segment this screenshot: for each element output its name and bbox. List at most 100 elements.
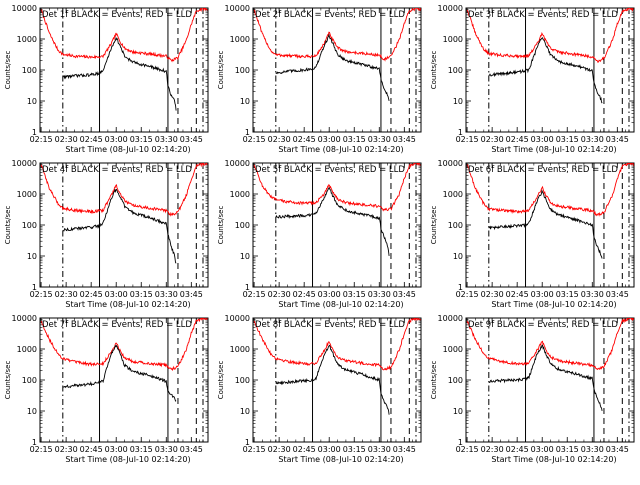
plot-frame [465,7,635,133]
panel-title: Det 6f BLACK = Events, RED = LLD [468,165,618,175]
y-tick-label: 100 [448,66,463,75]
x-tick-label: 03:45 [180,135,203,144]
x-tick-label: 03:45 [393,135,416,144]
x-axis-label: Start Time (08-Jul-10 02:14:20) [491,300,616,309]
y-tick-label: 10000 [12,4,37,13]
x-tick-label: 03:00 [531,445,554,454]
x-tick-label: 02:15 [243,445,266,454]
events-series-line [275,344,390,415]
x-tick-label: 03:15 [130,290,153,299]
x-tick-label: 02:45 [80,445,103,454]
y-axis-label: Counts/sec [430,206,438,245]
y-axis-label: Counts/sec [4,51,12,90]
x-axis-label: Start Time (08-Jul-10 02:14:20) [65,145,190,154]
y-tick-label: 10000 [12,314,37,323]
x-tick-label: 02:30 [55,290,78,299]
detector-panel-8: 1 10 100 1000 10000 02:15 02:30 02:45 03:00 03:15… [217,314,422,464]
y-tick-label: 10000 [438,159,463,168]
x-axis-label: Start Time (08-Jul-10 02:14:20) [278,300,403,309]
panel-title: Det 4f BLACK = Events, RED = LLD [42,165,192,175]
y-tick-label: 10000 [225,159,250,168]
x-tick-label: 02:30 [268,290,291,299]
plot-frame [252,317,422,443]
y-tick-label: 1 [458,128,463,137]
detector-panel-9: 1 10 100 1000 10000 02:15 02:30 02:45 03:00 03:15… [430,314,635,464]
x-tick-label: 03:45 [606,445,629,454]
lld-series-line [466,318,634,371]
x-tick-label: 02:45 [506,135,529,144]
x-tick-label: 02:15 [456,445,479,454]
detector-panel-5: 1 10 100 1000 10000 02:15 02:30 02:45 03:00 03:15… [217,159,422,309]
x-tick-label: 02:45 [293,445,316,454]
x-tick-label: 03:30 [155,445,178,454]
x-tick-label: 02:45 [80,135,103,144]
events-series-line [488,344,603,411]
y-axis-label: Counts/sec [430,51,438,90]
x-axis-label: Start Time (08-Jul-10 02:14:20) [278,455,403,464]
x-tick-label: 02:45 [80,290,103,299]
y-axis-label: Counts/sec [430,361,438,400]
y-tick-label: 10 [27,252,37,261]
y-tick-label: 100 [448,376,463,385]
panel-title: Det 2f BLACK = Events, RED = LLD [255,10,405,20]
x-tick-label: 02:30 [481,445,504,454]
y-tick-label: 1000 [443,35,463,44]
x-tick-label: 03:45 [180,290,203,299]
y-tick-label: 1 [32,438,37,447]
x-tick-label: 03:30 [155,290,178,299]
plot-frame [465,162,635,288]
y-tick-label: 1 [245,438,250,447]
events-series-line [488,37,603,104]
x-tick-label: 03:15 [556,290,579,299]
x-tick-label: 02:30 [55,445,78,454]
x-tick-label: 03:00 [531,135,554,144]
x-tick-label: 02:15 [30,290,53,299]
y-tick-label: 100 [22,221,37,230]
x-tick-label: 03:15 [343,135,366,144]
panel-title: Det 1f BLACK = Events, RED = LLD [42,10,192,20]
detector-panel-1: 1 10 100 1000 10000 02:15 02:30 02:45 03:00 03:15… [4,4,209,154]
lld-series-line [466,8,634,64]
y-tick-label: 1000 [17,190,37,199]
panel-title: Det 7f BLACK = Events, RED = LLD [42,320,192,330]
y-tick-label: 10000 [12,159,37,168]
panel-title: Det 9f BLACK = Events, RED = LLD [468,320,618,330]
x-tick-label: 02:30 [481,290,504,299]
x-tick-label: 02:30 [55,135,78,144]
plot-frame [252,162,422,288]
x-tick-label: 03:00 [531,290,554,299]
x-tick-label: 02:30 [268,445,291,454]
y-tick-label: 1000 [230,345,250,354]
y-tick-label: 100 [448,221,463,230]
plot-frame [39,317,209,443]
x-axis-label: Start Time (08-Jul-10 02:14:20) [65,300,190,309]
panel-title: Det 5f BLACK = Events, RED = LLD [255,165,405,175]
lld-series-line [40,318,208,372]
panel-title: Det 8f BLACK = Events, RED = LLD [255,320,405,330]
x-tick-label: 03:30 [368,135,391,144]
detector-panel-4: 1 10 100 1000 10000 02:15 02:30 02:45 03:00 03:15… [4,159,209,309]
x-tick-label: 03:00 [105,290,128,299]
y-axis-label: Counts/sec [4,361,12,400]
x-tick-label: 03:00 [105,135,128,144]
y-tick-label: 1 [458,283,463,292]
x-axis-label: Start Time (08-Jul-10 02:14:20) [491,145,616,154]
x-tick-label: 03:15 [130,445,153,454]
x-tick-label: 03:30 [368,290,391,299]
x-tick-label: 02:30 [481,135,504,144]
x-tick-label: 02:15 [30,445,53,454]
y-tick-label: 10000 [438,314,463,323]
x-tick-label: 02:45 [293,135,316,144]
events-series-line [488,189,603,259]
y-tick-label: 10 [240,252,250,261]
x-tick-label: 03:45 [393,290,416,299]
events-series-line [275,33,390,102]
x-tick-label: 03:00 [318,445,341,454]
x-tick-label: 03:30 [581,290,604,299]
y-tick-label: 10 [453,252,463,261]
y-tick-label: 1 [32,128,37,137]
lld-series-line [40,163,208,217]
events-series-line [62,36,177,111]
y-tick-label: 100 [235,376,250,385]
